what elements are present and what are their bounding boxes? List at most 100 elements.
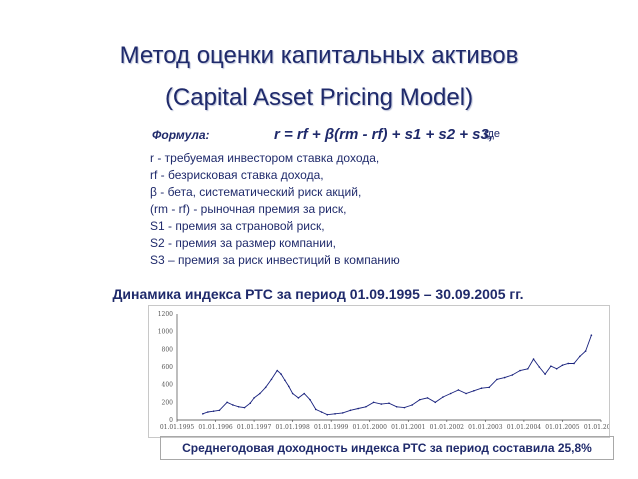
data-point bbox=[280, 373, 282, 375]
data-point bbox=[449, 392, 452, 395]
data-point bbox=[519, 369, 521, 372]
rts-index-chart: 0 200 400 600 800 1000 1200 01.01.1995 01.01.19… bbox=[148, 305, 610, 438]
data-point bbox=[207, 411, 209, 413]
x-tick-label: 01.01.1995 bbox=[160, 424, 195, 431]
formula-label: Формула: bbox=[152, 128, 210, 142]
data-point bbox=[579, 355, 581, 358]
data-point bbox=[538, 366, 541, 368]
data-point bbox=[567, 362, 570, 365]
y-tick-label: 600 bbox=[162, 364, 174, 371]
definitions-list: r - требуемая инвестором ставка дохода, … bbox=[150, 150, 570, 269]
slide-title-line2: (Capital Asset Pricing Model) bbox=[164, 84, 474, 111]
data-point bbox=[434, 401, 437, 404]
data-point bbox=[561, 364, 564, 367]
y-tick-label: 200 bbox=[162, 399, 174, 406]
data-point bbox=[395, 405, 398, 408]
footer-summary: Среднегодовая доходность индекса РТС за … bbox=[160, 436, 614, 460]
data-point bbox=[442, 396, 444, 398]
y-tick-label: 1000 bbox=[158, 329, 173, 336]
data-point bbox=[573, 362, 575, 365]
definition-item: rf - безрисковая ставка дохода, bbox=[150, 168, 324, 182]
data-point bbox=[555, 367, 558, 370]
data-point bbox=[284, 379, 286, 382]
data-point bbox=[249, 402, 252, 405]
data-point bbox=[226, 401, 228, 404]
data-point bbox=[550, 365, 552, 367]
definition-item: (rm - rf) - рыночная премия за риск, bbox=[150, 202, 347, 216]
x-tick-label: 01.01.2004 bbox=[507, 424, 542, 431]
y-tick-label: 0 bbox=[169, 417, 173, 424]
data-point bbox=[473, 390, 475, 392]
data-point bbox=[232, 404, 234, 406]
x-ticks: 01.01.1995 01.01.1996 01.01.1997 01.01.1998… bbox=[160, 420, 609, 431]
slide-title-line1: Метод оценки капитальных активов bbox=[119, 42, 519, 69]
data-point bbox=[243, 406, 246, 409]
series-line bbox=[202, 335, 592, 416]
data-point bbox=[202, 413, 204, 415]
data-point bbox=[341, 412, 344, 414]
y-ticks: 0 200 400 600 800 1000 1200 bbox=[158, 311, 173, 424]
data-point bbox=[590, 334, 593, 336]
data-point bbox=[314, 408, 317, 411]
x-tick-label: 01.01.1997 bbox=[237, 424, 272, 431]
data-point bbox=[349, 409, 352, 412]
data-point bbox=[511, 374, 514, 376]
definition-item: S1 - премия за страновой риск, bbox=[150, 219, 325, 233]
y-tick-label: 1200 bbox=[158, 311, 173, 318]
data-point bbox=[380, 403, 383, 405]
x-tick-label: 01.01.2002 bbox=[430, 424, 465, 431]
data-point bbox=[365, 405, 367, 408]
data-point bbox=[326, 413, 329, 416]
data-point bbox=[218, 409, 221, 412]
data-point bbox=[212, 410, 215, 412]
data-point bbox=[253, 397, 255, 399]
data-point bbox=[480, 387, 483, 389]
data-point bbox=[388, 402, 390, 405]
data-point bbox=[488, 386, 491, 389]
y-tick-label: 800 bbox=[162, 346, 174, 353]
data-point bbox=[544, 373, 546, 375]
definition-item: S2 - премия за размер компании, bbox=[150, 236, 336, 250]
data-point bbox=[264, 386, 267, 389]
data-point bbox=[426, 397, 429, 399]
formula-expression: r = rf + β(rm - rf) + s1 + s2 + s3, bbox=[274, 126, 494, 143]
definition-item: β - бета, систематический риск акций, bbox=[150, 185, 362, 199]
data-point bbox=[276, 369, 279, 372]
x-tick-label: 01.01.2005 bbox=[545, 424, 580, 431]
data-point bbox=[532, 358, 535, 360]
x-tick-label: 01.01.2006 bbox=[584, 424, 609, 431]
series-group bbox=[202, 334, 593, 416]
data-point bbox=[465, 392, 467, 395]
data-point bbox=[526, 367, 529, 370]
data-point bbox=[270, 378, 273, 381]
data-point bbox=[320, 411, 323, 413]
data-point bbox=[457, 389, 460, 391]
data-point bbox=[303, 392, 305, 395]
data-point bbox=[237, 405, 240, 408]
data-point bbox=[496, 378, 498, 381]
x-tick-label: 01.01.2003 bbox=[468, 424, 503, 431]
data-point bbox=[309, 398, 311, 401]
x-tick-label: 01.01.1999 bbox=[314, 424, 349, 431]
data-point bbox=[334, 413, 336, 415]
data-point bbox=[291, 392, 294, 395]
formula-suffix: где bbox=[484, 128, 501, 140]
x-tick-label: 01.01.2000 bbox=[353, 424, 388, 431]
x-tick-label: 01.01.1998 bbox=[275, 424, 310, 431]
data-point bbox=[287, 385, 290, 388]
data-point bbox=[297, 397, 300, 399]
data-point bbox=[357, 407, 359, 410]
data-point bbox=[419, 398, 421, 401]
data-point bbox=[259, 392, 261, 395]
x-tick-label: 01.01.1996 bbox=[198, 424, 233, 431]
data-point bbox=[411, 404, 413, 406]
definition-item: S3 – премия за риск инвестиций в компани… bbox=[150, 253, 400, 267]
formula-row: Формула: r = rf + β(rm - rf) + s1 + s2 +… bbox=[152, 126, 612, 146]
definition-item: r - требуемая инвестором ставка дохода, bbox=[150, 151, 380, 165]
chart-title: Динамика индекса РТС за период 01.09.199… bbox=[112, 286, 524, 302]
data-point bbox=[403, 406, 406, 409]
data-point bbox=[503, 376, 506, 379]
x-tick-label: 01.01.2001 bbox=[391, 424, 425, 431]
data-point bbox=[584, 350, 587, 352]
